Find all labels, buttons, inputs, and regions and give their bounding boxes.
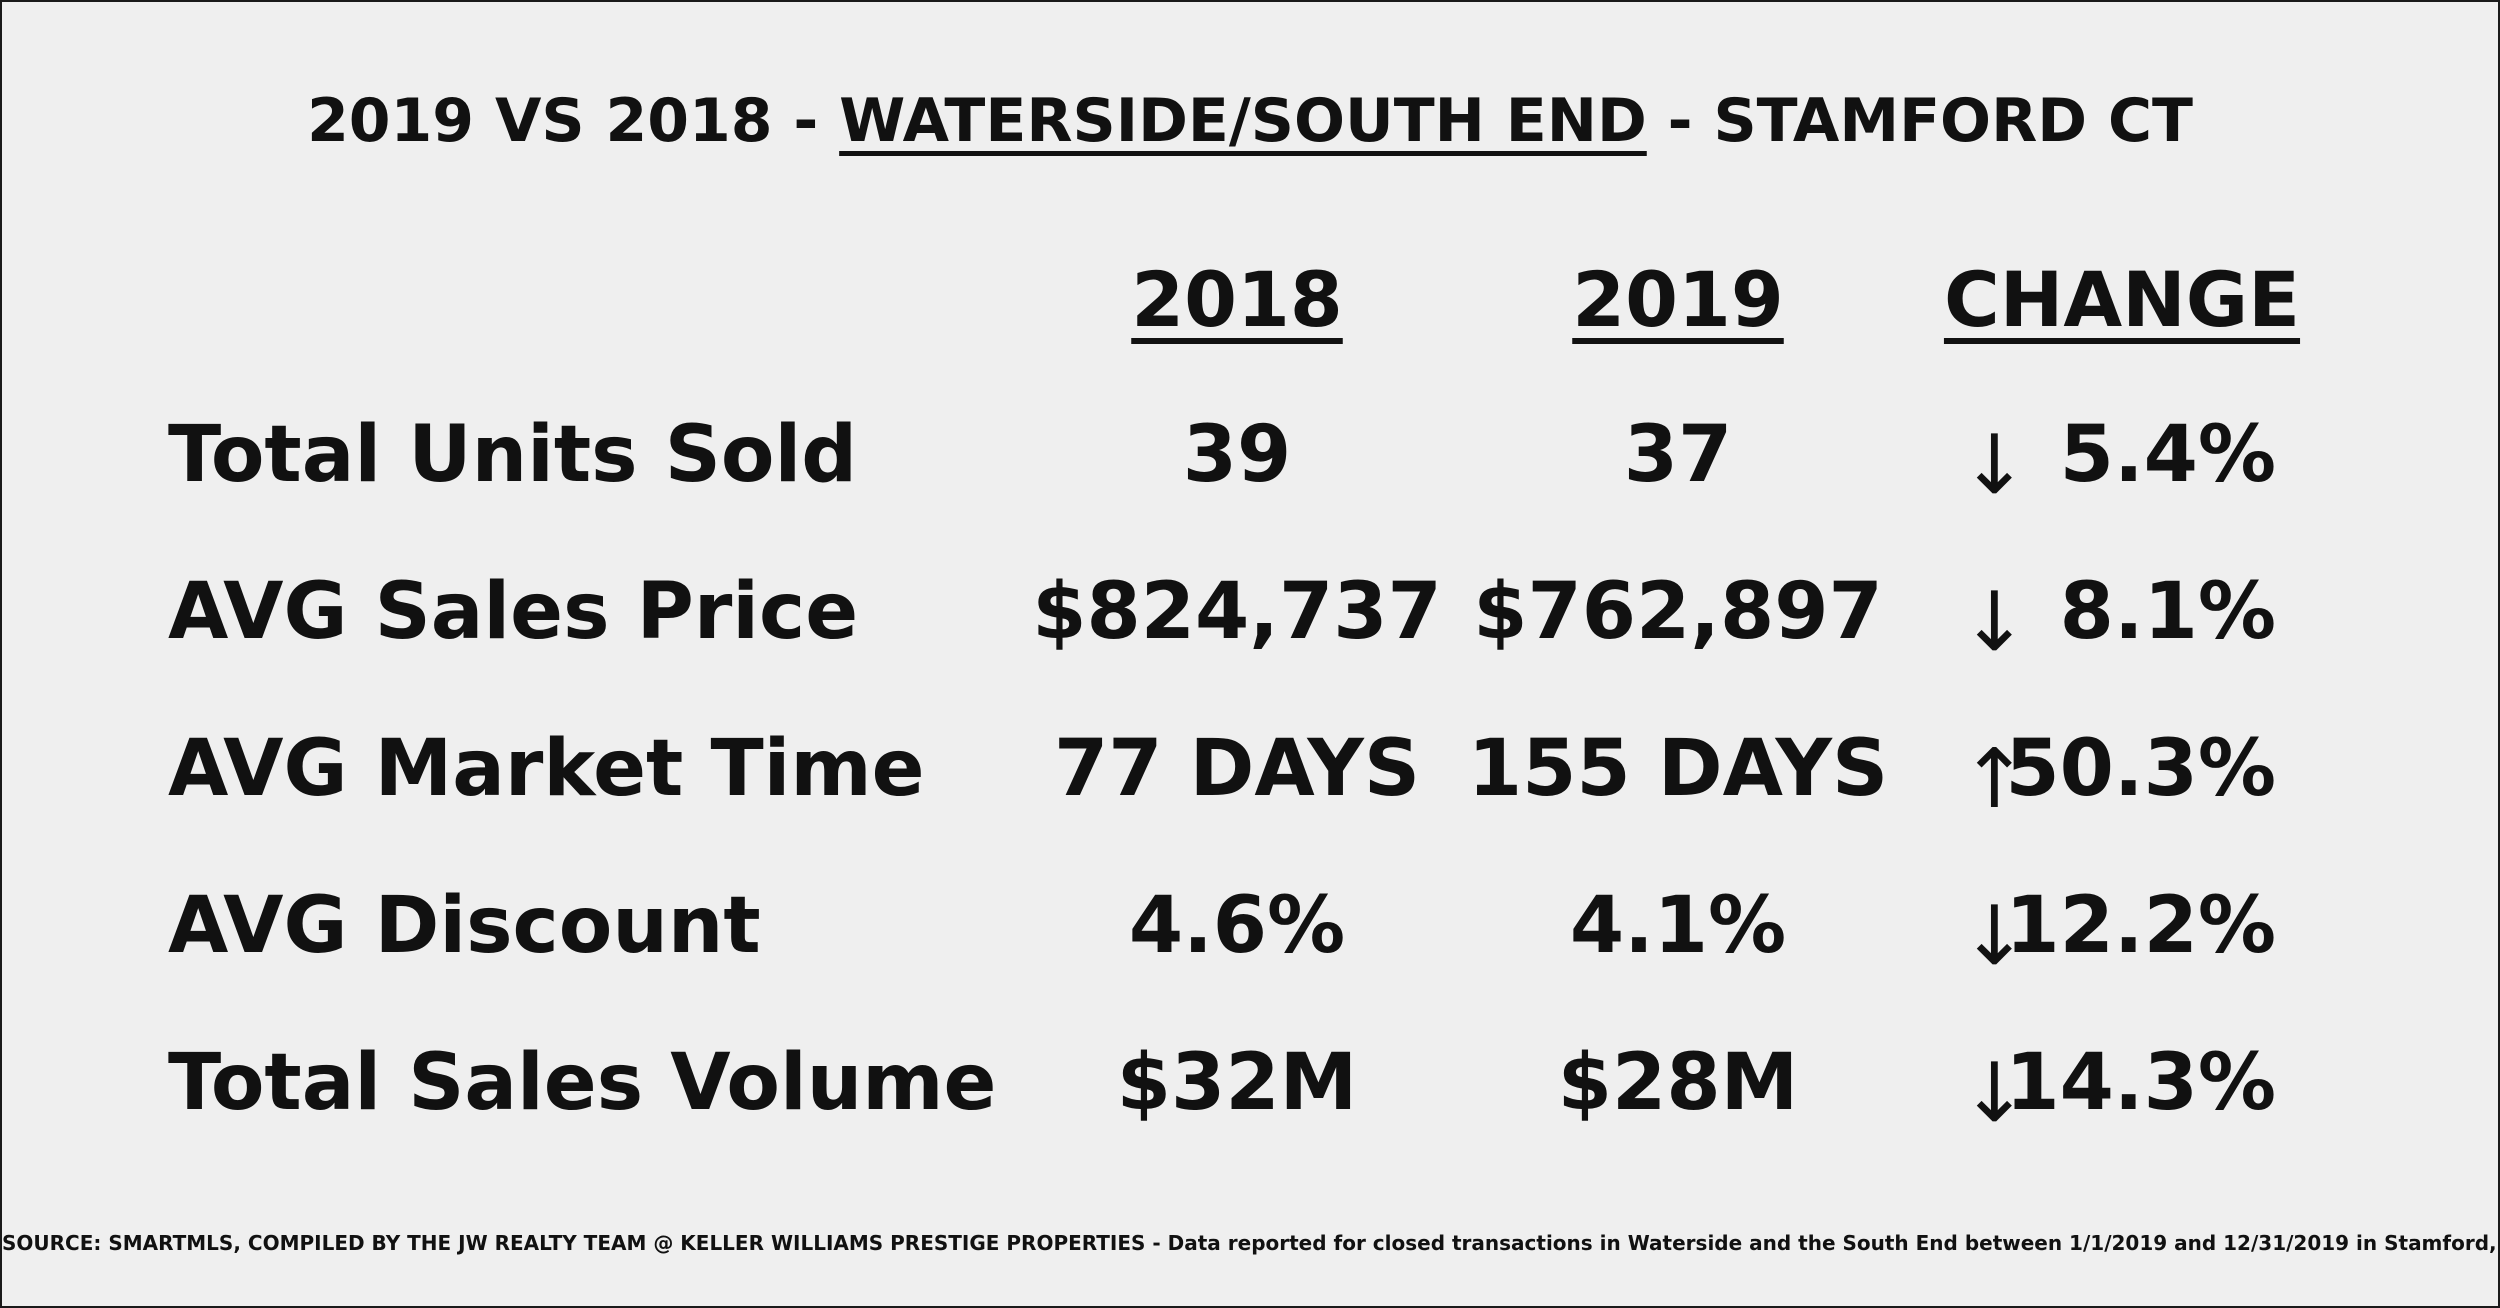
table-row: Total Sales Volume $32M $28M ↓ 14.3% [2, 1038, 2500, 1141]
change-value: 14.3% [2005, 1038, 2276, 1128]
down-arrow-icon: ↓ [1960, 1046, 2029, 1141]
up-arrow-icon: ↑ [1960, 732, 2029, 827]
row-label: AVG Discount [168, 881, 761, 971]
table-row: AVG Sales Price $824,737 $762,897 ↓ 8.1% [2, 567, 2500, 670]
down-arrow-icon: ↓ [1960, 575, 2029, 670]
table-row: Total Units Sold 39 37 ↓ 5.4% [2, 410, 2500, 513]
column-header-change: CHANGE [1943, 255, 2301, 344]
change-value: 8.1% [2059, 567, 2276, 657]
row-label: Total Sales Volume [168, 1038, 997, 1128]
table-row: AVG Discount 4.6% 4.1% ↓ 12.2% [2, 881, 2500, 984]
change-value: 12.2% [2005, 881, 2276, 971]
row-label: Total Units Sold [168, 410, 858, 500]
change-value: 50.3% [2005, 724, 2276, 814]
down-arrow-icon: ↓ [1960, 418, 2029, 513]
value-2019: 155 DAYS [1467, 724, 1889, 814]
value-2018: 39 [1182, 410, 1292, 500]
row-label: AVG Market Time [168, 724, 925, 814]
row-label: AVG Sales Price [168, 567, 859, 657]
value-2019: $28M [1557, 1038, 1799, 1128]
title-neighborhood: WATERSIDE/SOUTH END [839, 86, 1647, 156]
value-2019: 4.1% [1569, 881, 1787, 971]
table-row: AVG Market Time 77 DAYS 155 DAYS ↑ 50.3% [2, 724, 2500, 827]
value-2018: $32M [1116, 1038, 1358, 1128]
value-2018: 4.6% [1128, 881, 1346, 971]
value-2019: 37 [1623, 410, 1733, 500]
column-header-2018: 2018 [1131, 255, 1343, 344]
value-2019: $762,897 [1473, 567, 1883, 657]
title-suffix: - STAMFORD CT [1646, 86, 2193, 156]
source-footnote: SOURCE: SMARTMLS, COMPILED BY THE JW REA… [2, 1231, 2500, 1255]
value-2018: $824,737 [1032, 567, 1442, 657]
value-2018: 77 DAYS [1053, 724, 1420, 814]
change-value: 5.4% [2059, 410, 2276, 500]
page-title: 2019 VS 2018 - WATERSIDE/SOUTH END - STA… [2, 86, 2498, 156]
title-prefix: 2019 VS 2018 - [307, 86, 840, 156]
column-header-2019: 2019 [1572, 255, 1784, 344]
down-arrow-icon: ↓ [1960, 889, 2029, 984]
